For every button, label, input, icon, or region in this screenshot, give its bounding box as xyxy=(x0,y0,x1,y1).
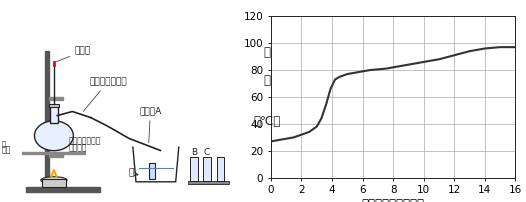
Bar xyxy=(22,152,85,154)
Circle shape xyxy=(35,121,74,151)
Text: B: B xyxy=(191,148,197,157)
Bar xyxy=(49,154,64,157)
Bar xyxy=(42,179,66,187)
Bar xyxy=(45,50,49,188)
Text: 枝つきフラスコ: 枝つきフラスコ xyxy=(83,77,127,111)
Bar xyxy=(190,157,198,181)
Text: の混合物: の混合物 xyxy=(69,143,87,152)
Bar xyxy=(26,187,100,192)
Text: 試験管A: 試験管A xyxy=(139,106,161,143)
Text: 温: 温 xyxy=(264,46,271,59)
Bar xyxy=(188,181,229,184)
Bar xyxy=(217,157,224,181)
Bar xyxy=(149,163,155,179)
Text: C: C xyxy=(204,148,210,157)
Bar xyxy=(203,157,210,181)
Text: ［℃］: ［℃］ xyxy=(254,115,281,128)
Text: 水: 水 xyxy=(128,168,138,177)
Text: 度: 度 xyxy=(264,74,271,87)
Text: 温度計: 温度計 xyxy=(56,46,91,62)
Bar xyxy=(50,106,58,123)
X-axis label: 加熱した時間［分］: 加熱した時間［分］ xyxy=(362,198,424,202)
Ellipse shape xyxy=(41,177,67,184)
Bar xyxy=(49,97,64,100)
Text: 沸石: 沸石 xyxy=(2,145,11,154)
Text: 沸: 沸 xyxy=(2,140,5,147)
Bar xyxy=(49,104,59,107)
Text: 水とエタノール: 水とエタノール xyxy=(69,136,102,145)
